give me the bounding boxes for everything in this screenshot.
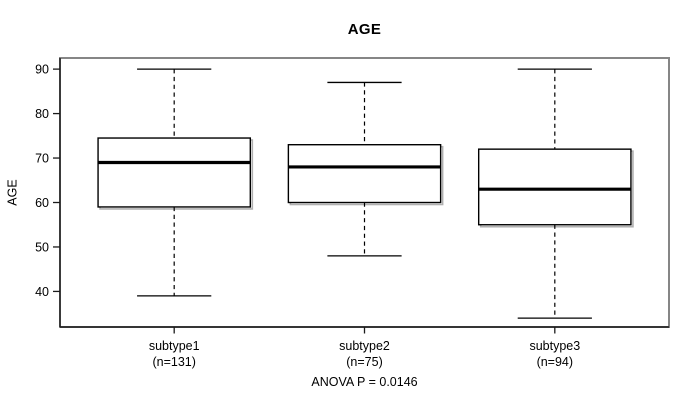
x-category-name: subtype2 [339, 339, 390, 353]
y-axis-label: AGE [5, 179, 20, 206]
y-tick-label-90: 90 [35, 63, 49, 77]
chart-title: AGE [347, 21, 382, 38]
x-category-n: (n=75) [346, 355, 383, 369]
x-category-n: (n=131) [152, 355, 196, 369]
x-category-name: subtype1 [148, 339, 200, 353]
y-tick-label-70: 70 [35, 152, 49, 166]
x-category-label-subtype2: subtype2 (n=75) [290, 338, 440, 370]
anova-annotation: ANOVA P = 0.0146 [311, 375, 418, 389]
x-category-name: subtype3 [529, 339, 581, 353]
box-subtype2 [287, 144, 442, 204]
y-tick-label-50: 50 [35, 240, 49, 254]
box-subtype3 [477, 148, 632, 226]
x-category-label-subtype3: subtype3 (n=94) [480, 338, 630, 370]
x-category-label-subtype1: subtype1 (n=131) [99, 338, 249, 370]
y-tick-label-60: 60 [35, 196, 49, 210]
y-tick-label-40: 40 [35, 285, 49, 299]
y-tick-label-80: 80 [35, 107, 49, 121]
x-category-n: (n=94) [536, 355, 574, 369]
box-subtype1 [97, 137, 252, 208]
